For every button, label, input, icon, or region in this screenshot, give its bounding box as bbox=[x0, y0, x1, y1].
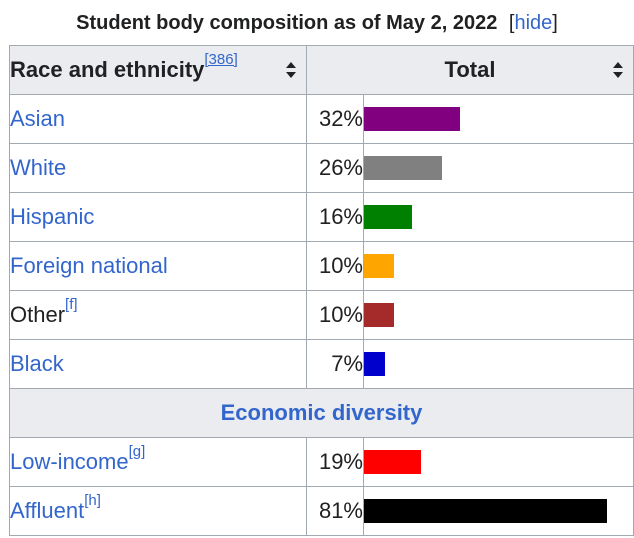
row-label-cell: Black bbox=[9, 339, 307, 389]
bar-cell bbox=[363, 192, 634, 242]
table-title: Student body composition as of May 2, 20… bbox=[76, 12, 498, 34]
bar-cell bbox=[363, 339, 634, 389]
table-row: White 26% bbox=[9, 143, 634, 193]
row-label-link[interactable]: Affluent bbox=[10, 498, 85, 523]
row-label-link[interactable]: Low-income bbox=[10, 449, 129, 474]
hide-toggle[interactable]: [hide] bbox=[508, 12, 558, 34]
percent-bar bbox=[364, 450, 421, 474]
table-row: Asian 32% bbox=[9, 94, 634, 144]
table-row: Black 7% bbox=[9, 339, 634, 389]
table-caption: Student body composition as of May 2, 20… bbox=[0, 12, 634, 35]
percent-bar bbox=[364, 352, 385, 376]
section-economic-diversity[interactable]: Economic diversity bbox=[9, 388, 634, 438]
header-total[interactable]: Total bbox=[306, 45, 634, 95]
percent-bar bbox=[364, 499, 607, 523]
hide-link[interactable]: hide bbox=[514, 12, 553, 34]
percent-bar bbox=[364, 205, 412, 229]
row-label-cell: Foreign national bbox=[9, 241, 307, 291]
header-reference-link[interactable]: [386] bbox=[204, 51, 238, 68]
table-row: Low-income[g] 19% bbox=[9, 437, 634, 487]
table-row: Affluent[h] 81% bbox=[9, 486, 634, 536]
row-label-cell: Other[f] bbox=[9, 290, 307, 340]
row-label-cell: Asian bbox=[9, 94, 307, 144]
row-label-link[interactable]: Hispanic bbox=[10, 204, 95, 229]
row-label-cell: Hispanic bbox=[9, 192, 307, 242]
table-row: Other[f] 10% bbox=[9, 290, 634, 340]
percent-value: 7% bbox=[306, 339, 364, 389]
percent-value: 19% bbox=[306, 437, 364, 487]
percent-value: 16% bbox=[306, 192, 364, 242]
row-label-link[interactable]: White bbox=[10, 155, 67, 180]
bar-cell bbox=[363, 241, 634, 291]
percent-bar bbox=[364, 156, 442, 180]
bar-cell bbox=[363, 437, 634, 487]
table-row: Hispanic 16% bbox=[9, 192, 634, 242]
header-race-ethnicity[interactable]: Race and ethnicity[386] bbox=[9, 45, 307, 95]
row-label-link[interactable]: Foreign national bbox=[10, 253, 168, 278]
sort-icon[interactable] bbox=[613, 62, 623, 78]
percent-value: 10% bbox=[306, 290, 364, 340]
bar-cell bbox=[363, 143, 634, 193]
sort-icon[interactable] bbox=[286, 62, 296, 78]
bar-cell bbox=[363, 486, 634, 536]
bar-cell bbox=[363, 94, 634, 144]
reference-link[interactable]: [f] bbox=[65, 296, 78, 313]
bar-cell bbox=[363, 290, 634, 340]
percent-value: 81% bbox=[306, 486, 364, 536]
percent-value: 10% bbox=[306, 241, 364, 291]
percent-bar bbox=[364, 107, 460, 131]
row-label-cell: White bbox=[9, 143, 307, 193]
percent-value: 32% bbox=[306, 94, 364, 144]
row-label: Other bbox=[10, 302, 66, 327]
percent-value: 26% bbox=[306, 143, 364, 193]
row-label-cell: Affluent[h] bbox=[9, 486, 307, 536]
table-row: Foreign national 10% bbox=[9, 241, 634, 291]
reference-link[interactable]: [g] bbox=[128, 443, 146, 460]
row-label-link[interactable]: Black bbox=[10, 351, 64, 376]
percent-bar bbox=[364, 303, 394, 327]
row-label-link[interactable]: Asian bbox=[10, 106, 66, 131]
composition-table: Race and ethnicity[386] Total Asian 32% Wh… bbox=[9, 45, 634, 536]
row-label-cell: Low-income[g] bbox=[9, 437, 307, 487]
percent-bar bbox=[364, 254, 394, 278]
reference-link[interactable]: [h] bbox=[84, 492, 101, 509]
